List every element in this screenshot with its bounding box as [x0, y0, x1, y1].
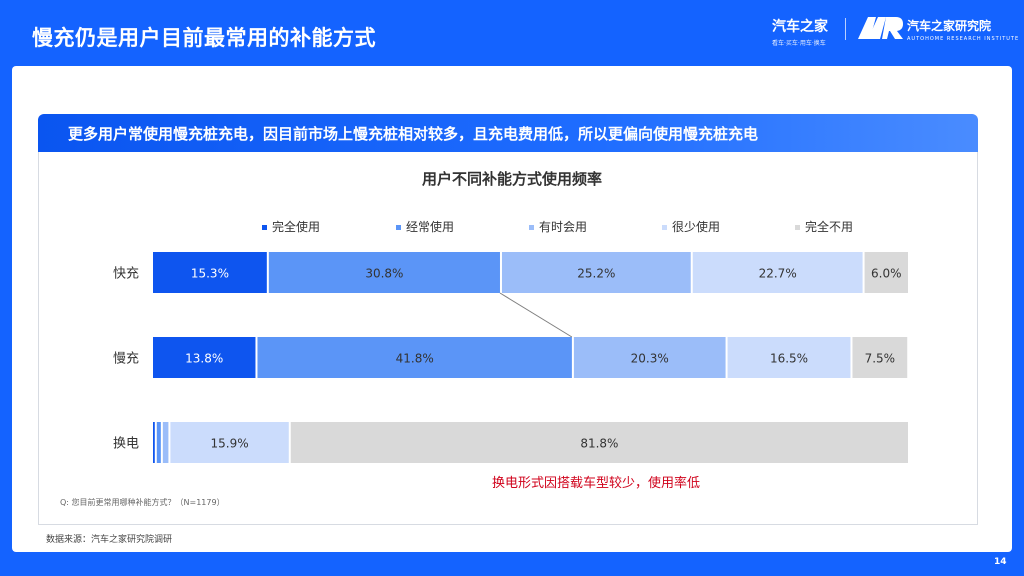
connector-line: [499, 292, 573, 338]
autohome-logo: 汽车之家 看车·买车·用车·换车: [772, 16, 828, 47]
chart-annotation: 换电形式因搭载车型较少，使用率低: [492, 476, 701, 491]
category-label: 换电: [113, 437, 139, 452]
bar-segment: [852, 337, 908, 378]
data-label: 20.3%: [631, 352, 669, 366]
bar-segment: [573, 337, 726, 378]
bar-segment: [501, 252, 691, 293]
legend-label: 有时会用: [539, 220, 588, 234]
page-number: 14: [994, 557, 1007, 567]
bar-segment: [692, 252, 863, 293]
autohome-logo-text: 汽车之家: [772, 19, 828, 35]
data-label: 13.8%: [185, 352, 223, 366]
legend-item-3: 有时会用: [529, 218, 587, 235]
bar-segment: [268, 252, 500, 293]
legend-label: 完全不用: [805, 220, 854, 234]
legend-swatch: [662, 225, 667, 230]
category-label: 快充: [113, 266, 139, 282]
bar-segment: [290, 422, 908, 463]
summary-banner: 更多用户常使用慢充桩充电，因目前市场上慢充桩相对较多，且充电费用低，所以更偏向使…: [38, 114, 978, 152]
survey-question: Q: 您目前更常用哪种补能方式？（N=1179）: [60, 498, 225, 507]
legend-item-2: 经常使用: [396, 218, 454, 235]
institute-logo-icon: [858, 17, 903, 39]
legend-swatch: [529, 225, 534, 230]
data-label: 41.8%: [396, 352, 434, 366]
bar-segment: [153, 252, 267, 293]
legend-label: 经常使用: [406, 220, 455, 234]
bar-segment: [257, 337, 572, 378]
data-label: 15.3%: [191, 267, 229, 281]
legend-item-1: 完全使用: [262, 218, 320, 235]
institute-logo-text: 汽车之家研究院: [907, 19, 992, 33]
data-label: 15.9%: [211, 437, 249, 451]
data-label: 7.5%: [865, 352, 896, 366]
header-bar: [0, 0, 1024, 68]
bar-segment: [153, 422, 155, 463]
legend-label: 很少使用: [672, 220, 721, 234]
data-label: 25.2%: [577, 267, 615, 281]
bar-segment: [153, 337, 256, 378]
logo-divider: [845, 18, 846, 40]
bar-segment: [156, 422, 161, 463]
summary-banner-text: 更多用户常使用慢充桩充电，因目前市场上慢充桩相对较多，且充电费用低，所以更偏向使…: [68, 125, 759, 143]
bar-segment: [864, 252, 908, 293]
legend-swatch: [396, 225, 401, 230]
legend-item-4: 很少使用: [662, 218, 720, 235]
institute-logo: 汽车之家研究院 AUTOHOME RESEARCH INSTITUTE: [907, 17, 1019, 42]
institute-logo-subtext: AUTOHOME RESEARCH INSTITUTE: [907, 36, 1020, 42]
category-label: 慢充: [113, 351, 139, 367]
legend-swatch: [795, 225, 800, 230]
legend-label: 完全使用: [272, 220, 321, 234]
chart-title: 用户不同补能方式使用频率: [421, 170, 602, 188]
data-label: 6.0%: [871, 267, 902, 281]
data-label: 16.5%: [770, 352, 808, 366]
data-source: 数据来源：汽车之家研究院调研: [46, 535, 173, 545]
bar-segment: [162, 422, 169, 463]
bar-segment: [727, 337, 851, 378]
data-label: 30.8%: [365, 267, 403, 281]
data-label: 22.7%: [759, 267, 797, 281]
autohome-logo-slogan: 看车·买车·用车·换车: [772, 40, 826, 47]
page-title: 慢充仍是用户目前最常用的补能方式: [32, 26, 376, 50]
legend-swatch: [262, 225, 267, 230]
data-label: 81.8%: [580, 437, 618, 451]
bar-segment: [170, 422, 289, 463]
legend-item-5: 完全不用: [795, 218, 853, 235]
